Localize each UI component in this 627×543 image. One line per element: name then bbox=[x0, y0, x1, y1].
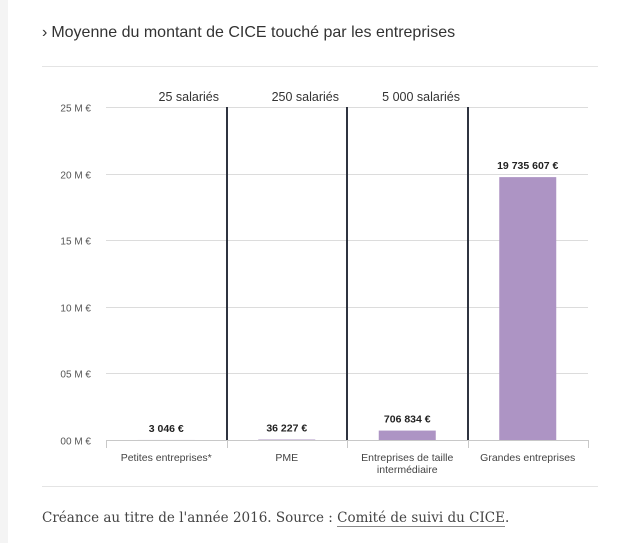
top-divider bbox=[42, 66, 598, 67]
threshold-label: 250 salariés bbox=[272, 90, 339, 104]
chart-title: › Moyenne du montant de CICE touché par l… bbox=[42, 24, 455, 42]
value-label: 706 834 € bbox=[384, 414, 431, 426]
y-tick-label: 00 M € bbox=[60, 437, 91, 448]
x-tick-label: PME bbox=[275, 452, 298, 464]
chevron-right-icon: › bbox=[42, 24, 48, 41]
value-label: 3 046 € bbox=[149, 423, 184, 435]
source-caption: Créance au titre de l'année 2016. Source… bbox=[42, 510, 510, 527]
bar bbox=[499, 177, 557, 441]
chart-title-text: Moyenne du montant de CICE touché par le… bbox=[51, 24, 456, 41]
y-tick-label: 05 M € bbox=[60, 370, 91, 381]
bottom-divider bbox=[42, 486, 598, 487]
bar bbox=[378, 430, 436, 440]
y-tick-label: 25 M € bbox=[60, 104, 91, 115]
x-tick-label: Grandes entreprises bbox=[480, 452, 575, 464]
y-tick-label: 10 M € bbox=[60, 304, 91, 315]
caption-text: Créance au titre de l'année 2016. Source… bbox=[42, 510, 338, 526]
threshold-label: 5 000 salariés bbox=[382, 90, 460, 104]
source-link[interactable]: Comité de suivi du CICE bbox=[337, 510, 505, 527]
value-label: 36 227 € bbox=[266, 423, 307, 435]
x-tick-label: intermédiaire bbox=[377, 464, 438, 476]
threshold-label: 25 salariés bbox=[159, 90, 219, 104]
y-tick-label: 20 M € bbox=[60, 171, 91, 182]
left-margin-strip bbox=[0, 0, 8, 543]
y-tick-label: 15 M € bbox=[60, 237, 91, 248]
x-tick-label: Entreprises de taille bbox=[361, 452, 453, 464]
x-tick-label: Petites entreprises* bbox=[121, 452, 212, 464]
caption-end: . bbox=[504, 510, 510, 526]
value-label: 19 735 607 € bbox=[497, 160, 558, 172]
